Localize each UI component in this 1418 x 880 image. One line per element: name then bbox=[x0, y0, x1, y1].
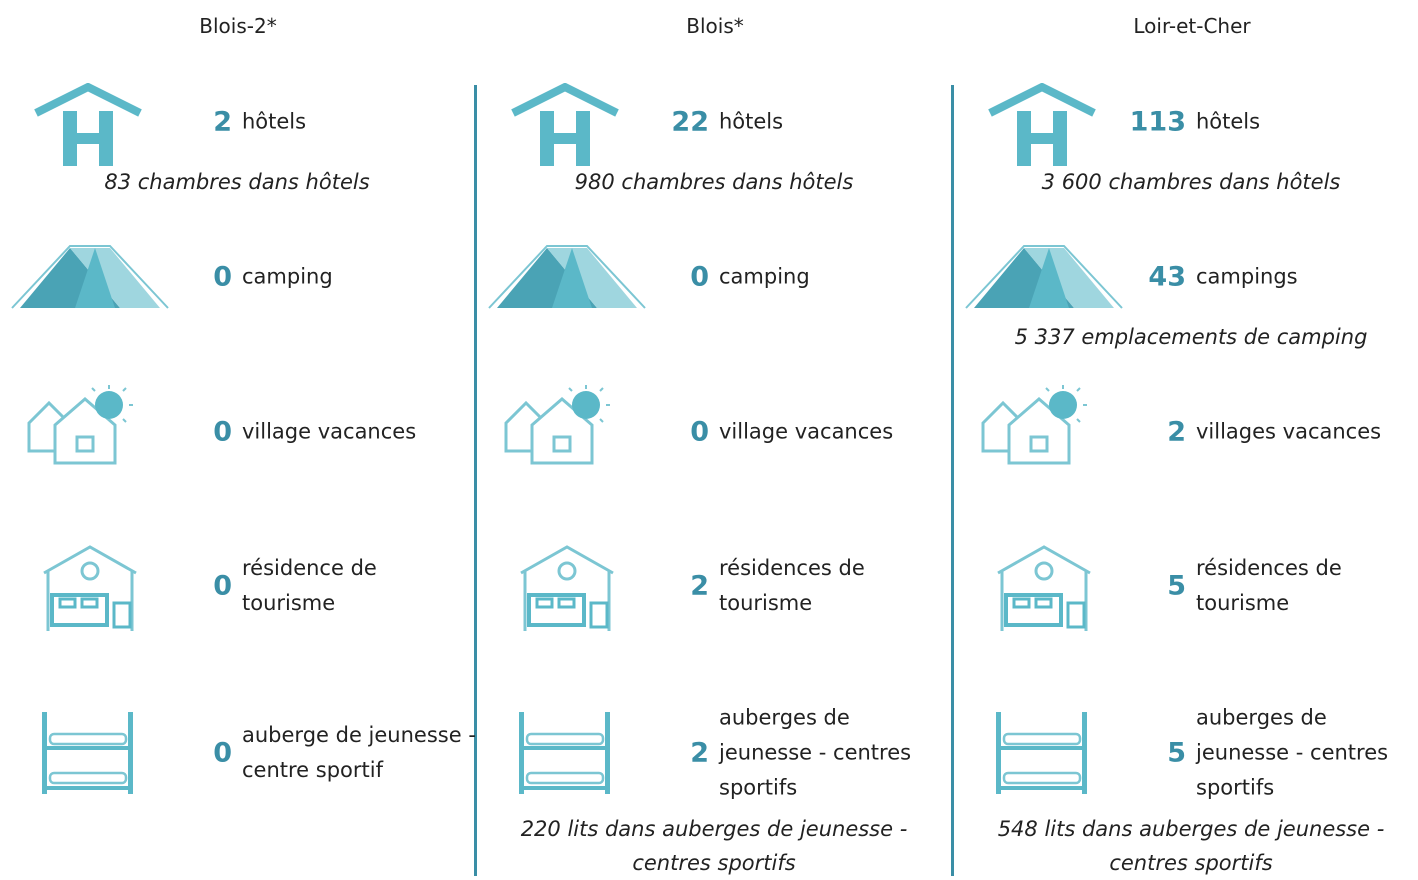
label-line: résidence de bbox=[242, 556, 377, 580]
count: 2 bbox=[213, 106, 232, 138]
label-line: centre sportif bbox=[242, 758, 383, 782]
label: résidences de tourisme bbox=[1196, 551, 1342, 621]
note-line: 3 600 chambres dans hôtels bbox=[1041, 170, 1341, 194]
note: 220 lits dans auberges de jeunesse - cent… bbox=[484, 812, 944, 880]
count: 0 bbox=[213, 570, 232, 602]
note-line: centres sportifs bbox=[1109, 851, 1273, 875]
label-line: villages vacances bbox=[1196, 419, 1382, 444]
label-line: sportifs bbox=[1196, 775, 1275, 800]
note-line: 220 lits dans auberges de jeunesse - bbox=[520, 817, 908, 841]
label: hôtels bbox=[242, 105, 306, 140]
count: 0 bbox=[690, 416, 709, 448]
count: 5 bbox=[1167, 570, 1186, 602]
count: 5 bbox=[1167, 737, 1186, 769]
label-line: sportifs bbox=[719, 775, 798, 800]
label: campings bbox=[1196, 260, 1298, 295]
label: camping bbox=[719, 260, 810, 295]
note: 3 600 chambres dans hôtels bbox=[961, 165, 1418, 199]
label-line: hôtels bbox=[242, 109, 307, 134]
count: 43 bbox=[1148, 261, 1186, 293]
label-line: village vacances bbox=[719, 419, 894, 444]
column-title: Loir-et-Cher bbox=[1133, 14, 1251, 38]
note-line: 5 337 emplacements de camping bbox=[1014, 325, 1368, 349]
note: 83 chambres dans hôtels bbox=[7, 165, 467, 199]
label-line: tourisme bbox=[242, 591, 336, 615]
label-line: jeunesse - centres bbox=[1196, 740, 1389, 765]
column-title: Blois-2* bbox=[199, 14, 277, 38]
label: résidence de tourisme bbox=[242, 551, 377, 621]
label-line: auberge de jeunesse - bbox=[242, 723, 476, 747]
label: village vacances bbox=[242, 415, 416, 450]
label-line: village vacances bbox=[242, 419, 417, 444]
note: 5 337 emplacements de camping bbox=[961, 320, 1418, 354]
label-line: tourisme bbox=[719, 591, 813, 615]
label: résidences de tourisme bbox=[719, 551, 865, 621]
count: 2 bbox=[690, 737, 709, 769]
note: 980 chambres dans hôtels bbox=[484, 165, 944, 199]
column-divider bbox=[474, 85, 477, 876]
note: 548 lits dans auberges de jeunesse - cent… bbox=[961, 812, 1418, 880]
label-line: résidences de bbox=[1196, 556, 1342, 580]
label-line: résidences de bbox=[719, 556, 865, 580]
label: auberge de jeunesse - centre sportif bbox=[242, 718, 476, 788]
count: 0 bbox=[690, 261, 709, 293]
note-line: 548 lits dans auberges de jeunesse - bbox=[997, 817, 1385, 841]
note-line: 83 chambres dans hôtels bbox=[104, 170, 370, 194]
label-line: camping bbox=[719, 264, 810, 289]
label: hôtels bbox=[719, 105, 783, 140]
count: 2 bbox=[1167, 416, 1186, 448]
label-line: campings bbox=[1196, 264, 1298, 289]
count: 22 bbox=[671, 106, 709, 138]
count: 0 bbox=[213, 261, 232, 293]
label-line: hôtels bbox=[719, 109, 784, 134]
note-line: centres sportifs bbox=[632, 851, 796, 875]
label-line: hôtels bbox=[1196, 109, 1261, 134]
label: auberges de jeunesse - centres sportifs bbox=[719, 701, 911, 806]
column-title: Blois* bbox=[686, 14, 744, 38]
label: village vacances bbox=[719, 415, 893, 450]
label: auberges de jeunesse - centres sportifs bbox=[1196, 701, 1388, 806]
label: hôtels bbox=[1196, 105, 1260, 140]
label: villages vacances bbox=[1196, 415, 1381, 450]
label: camping bbox=[242, 260, 333, 295]
note-line: 980 chambres dans hôtels bbox=[574, 170, 854, 194]
count: 2 bbox=[690, 570, 709, 602]
column-divider bbox=[951, 85, 954, 876]
label-line: auberges de bbox=[719, 705, 850, 730]
label-line: tourisme bbox=[1196, 591, 1290, 615]
label-line: jeunesse - centres bbox=[719, 740, 912, 765]
count: 0 bbox=[213, 737, 232, 769]
label-line: auberges de bbox=[1196, 705, 1327, 730]
count: 113 bbox=[1129, 106, 1186, 138]
label-line: camping bbox=[242, 264, 333, 289]
count: 0 bbox=[213, 416, 232, 448]
